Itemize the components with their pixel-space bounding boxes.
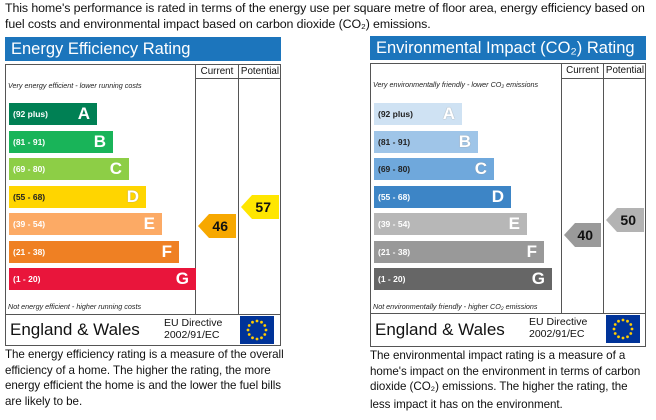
- environment-band-range: (21 - 38): [378, 246, 411, 257]
- energy-potential-header: Potential: [240, 66, 280, 77]
- environment-band-b: (81 - 91) B: [374, 130, 478, 153]
- energy-band-range: (69 - 80): [13, 164, 46, 174]
- energy-current-header: Current: [200, 66, 234, 77]
- energy-band-range: (92 plus): [13, 109, 48, 119]
- energy-directive-line2: 2002/91/EC: [164, 329, 220, 341]
- energy-band-letter: E: [143, 214, 155, 233]
- environment-band-range: (55 - 68): [378, 191, 411, 202]
- environment-description-last: less impact it has on the environment.: [370, 398, 563, 411]
- energy-band-f: (21 - 38) F: [9, 240, 179, 263]
- environment-band-letter: C: [474, 159, 487, 178]
- environment-description-main: The environmental impact rating is a mea…: [370, 349, 641, 393]
- energy-band-range: (81 - 91): [13, 136, 46, 147]
- environment-band-a: (92 plus) A: [374, 103, 462, 125]
- environment-band-letter: G: [531, 269, 545, 288]
- environment-bottom-note: Not environmentally friendly - higher CO…: [373, 302, 538, 311]
- environment-band-c: (69 - 80) C: [374, 158, 494, 180]
- environment-table-frame: [370, 63, 646, 347]
- energy-band-range: (55 - 68): [13, 191, 46, 202]
- energy-band-letter: C: [109, 159, 122, 178]
- environment-band-range: (1 - 20): [378, 274, 406, 284]
- energy-panel-title: Energy Efficiency Rating: [5, 37, 281, 61]
- energy-current-value: 46: [212, 218, 228, 234]
- environment-band-range: (81 - 91): [378, 136, 411, 147]
- environment-potential-header: Potential: [605, 65, 645, 76]
- energy-description: The energy efficiency rating is a measur…: [5, 348, 284, 408]
- environment-top-note: Very environmentally friendly - lower CO…: [373, 80, 539, 89]
- energy-band-range: (39 - 54): [13, 219, 46, 229]
- environment-band-letter: A: [442, 104, 455, 123]
- energy-directive-line1: EU Directive: [164, 317, 223, 329]
- environment-band-range: (39 - 54): [378, 219, 411, 229]
- energy-band-letter: B: [93, 131, 106, 151]
- energy-bottom-note: Not energy efficient - higher running co…: [8, 302, 142, 311]
- energy-band-b: (81 - 91) B: [9, 130, 113, 153]
- environment-footer-region: England & Wales: [375, 320, 505, 339]
- environment-band-letter: E: [508, 214, 520, 233]
- energy-eu-flag-icon: [240, 316, 274, 344]
- environment-footer-directive: EU Directive 2002/91/EC: [529, 316, 599, 340]
- intro-text: This home's performance is rated in term…: [5, 1, 645, 31]
- environment-band-range: (69 - 80): [378, 164, 411, 174]
- energy-table-frame: [5, 64, 281, 346]
- energy-top-note: Very energy efficient - lower running co…: [8, 81, 142, 90]
- energy-potential-arrow-shape: [241, 195, 279, 219]
- environment-band-g: (1 - 20) G: [374, 268, 552, 290]
- environment-band-f: (21 - 38) F: [374, 240, 544, 263]
- energy-current-arrow-shape: [198, 214, 236, 238]
- environment-directive-line1: EU Directive: [529, 316, 588, 328]
- environment-band-letter: D: [491, 186, 504, 206]
- environment-band-e: (39 - 54) E: [374, 213, 527, 235]
- energy-band-c: (69 - 80) C: [9, 158, 129, 180]
- energy-band-g: (1 - 20) G: [9, 268, 196, 290]
- environment-current-rating: 40: [564, 223, 601, 247]
- environment-current-value: 40: [577, 227, 593, 243]
- environment-potential-arrow-shape: [606, 208, 644, 232]
- environment-current-arrow-shape: [564, 223, 601, 247]
- energy-potential-value: 57: [255, 199, 271, 215]
- energy-band-range: (21 - 38): [13, 246, 46, 257]
- environment-band-letter: B: [458, 131, 471, 151]
- energy-band-d: (55 - 68) D: [9, 185, 146, 208]
- energy-potential-rating: 57: [241, 195, 279, 219]
- environment-panel-title: Environmental Impact (CO₂) Rating: [370, 36, 646, 60]
- energy-band-letter: G: [175, 269, 189, 288]
- energy-footer-directive: EU Directive 2002/91/EC: [164, 317, 234, 341]
- energy-band-e: (39 - 54) E: [9, 213, 162, 235]
- energy-footer-region: England & Wales: [10, 320, 140, 339]
- energy-current-rating: 46: [198, 214, 236, 238]
- energy-band-letter: D: [126, 186, 139, 206]
- energy-band-letter: A: [77, 104, 90, 123]
- environment-eu-flag-icon: [606, 315, 640, 343]
- environment-band-d: (55 - 68) D: [374, 185, 511, 208]
- environment-band-range: (92 plus): [378, 109, 413, 119]
- environment-directive-line2: 2002/91/EC: [529, 328, 585, 340]
- energy-band-letter: F: [161, 241, 172, 261]
- environment-band-letter: F: [526, 241, 537, 261]
- environment-potential-rating: 50: [606, 208, 644, 232]
- environment-potential-value: 50: [620, 212, 636, 228]
- environment-current-header: Current: [566, 65, 599, 76]
- energy-band-range: (1 - 20): [13, 274, 41, 284]
- energy-band-a: (92 plus) A: [9, 103, 97, 125]
